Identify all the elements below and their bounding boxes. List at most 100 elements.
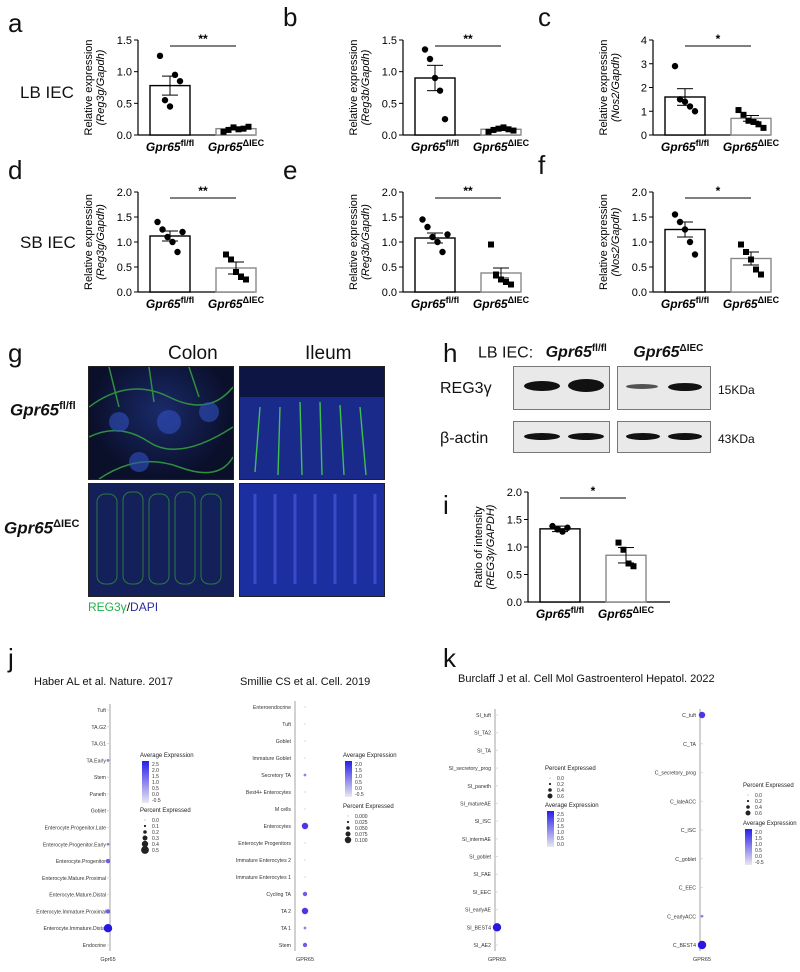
micrograph-colon-ctrl xyxy=(88,366,234,480)
data-point xyxy=(735,107,742,114)
legend-avg-title: Average Expression xyxy=(743,821,797,827)
expression-dot xyxy=(303,926,307,930)
data-point xyxy=(510,127,517,134)
significance-label: * xyxy=(716,32,721,46)
y-tick-label: 3 xyxy=(641,59,647,71)
expression-dot xyxy=(107,877,109,879)
legend-size-dot xyxy=(548,782,552,786)
cell-type-label: SI_ISC xyxy=(475,819,492,825)
y-axis-label-unit: (Nos2/Gapdh) xyxy=(610,53,622,122)
legend-avg-tick: 0.0 xyxy=(557,842,564,848)
legend-size-dot xyxy=(141,846,149,854)
panel-label-b: b xyxy=(283,2,298,32)
y-tick-label: 0.0 xyxy=(382,130,397,142)
data-point xyxy=(743,249,749,255)
expression-dot xyxy=(107,742,109,745)
cell-type-label: TA.G2 xyxy=(91,725,106,731)
legend-avg-title: Average Expression xyxy=(140,753,194,759)
legend-size-dot xyxy=(745,810,751,816)
legend-avg-tick: -0.5 xyxy=(355,792,364,798)
x-label-knockout: Gpr65ΔIEC xyxy=(723,295,780,311)
data-point xyxy=(625,560,632,567)
expression-dot xyxy=(106,842,110,846)
expression-dot xyxy=(103,924,113,933)
data-point xyxy=(426,55,434,63)
expression-dot xyxy=(107,709,109,711)
expression-dot xyxy=(304,757,306,759)
legend-pct-tick: 0.0 xyxy=(557,776,564,782)
legend-size-dot xyxy=(549,777,551,779)
data-point xyxy=(441,115,449,123)
legend-avg-title: Average Expression xyxy=(343,753,397,759)
legend-avg-tick: 1.0 xyxy=(355,774,362,780)
x-label-control: Gpr65fl/fl xyxy=(146,138,194,154)
data-point xyxy=(554,526,561,533)
dotplot-haber: Tuft TA.G2 TA.G1 TA.Early Stem Paneth Goblet En… xyxy=(0,695,230,967)
expression-dot xyxy=(698,711,706,719)
y-tick-label: 2.0 xyxy=(507,487,522,499)
expression-dot xyxy=(496,873,498,875)
legend-avg-tick: 2.5 xyxy=(557,812,564,818)
cell-type-label: C_TA xyxy=(683,742,696,748)
significance-label: ** xyxy=(198,184,208,198)
legend-avg-tick: 1.0 xyxy=(755,842,762,848)
x-label-control: Gpr65fl/fl xyxy=(661,138,709,154)
x-label-control: Gpr65fl/fl xyxy=(536,605,584,621)
data-point xyxy=(161,96,169,104)
data-point xyxy=(243,276,249,283)
expression-dot xyxy=(492,923,502,932)
data-point xyxy=(630,563,637,570)
panel-label-j: j xyxy=(8,643,14,673)
legend-avg-tick: 0.5 xyxy=(557,836,564,842)
legend-size-dot xyxy=(346,820,350,824)
data-point xyxy=(748,256,754,263)
legend-pct-tick: 0.2 xyxy=(152,830,159,836)
cell-type-label: C_BEST4 xyxy=(673,943,696,949)
data-point xyxy=(159,226,166,233)
cell-type-label: Tuft xyxy=(282,722,291,728)
data-point xyxy=(245,123,252,130)
data-point xyxy=(490,126,497,133)
expression-dot xyxy=(301,822,309,830)
expression-dot xyxy=(701,829,703,831)
expression-dot xyxy=(701,743,703,745)
legend-size-dot xyxy=(746,799,750,803)
bar-chart-e: Relative expression (Reg3b/Gapdh) 0.0 0.5 1.… xyxy=(345,180,550,320)
cell-type-label: Stem xyxy=(279,943,291,949)
y-tick-label: 0.5 xyxy=(117,262,132,274)
legend-size-dot xyxy=(141,840,149,848)
cell-type-label: C_ISC xyxy=(681,828,697,834)
bar-chart-c: Relative expression (Nos2/Gapdh) 0 1 2 3 4 * Gpr… xyxy=(595,28,800,163)
g-genotype-ctrl: Gpr65fl/fl xyxy=(10,400,76,420)
cell-type-label: Enterocyte.Progenitor.Late xyxy=(45,826,107,832)
y-tick-label: 1.0 xyxy=(117,237,132,249)
y-tick-label: 0.5 xyxy=(632,262,647,274)
legend-avg-tick: 0.0 xyxy=(755,854,762,860)
data-point xyxy=(503,279,509,285)
blot-title: LB IEC: Gpr65fl/fl Gpr65ΔIEC xyxy=(478,343,704,362)
y-tick-label: 1.0 xyxy=(632,237,647,249)
data-point xyxy=(691,108,699,115)
data-point xyxy=(549,522,556,530)
legend-pct-tick: 0.000 xyxy=(355,814,368,820)
cell-type-label: Enterocyte Progenitors xyxy=(238,841,291,847)
legend-avg-tick: 2.0 xyxy=(152,768,159,774)
blot-reg3g-ko xyxy=(617,366,711,410)
micrograph-ileum-ko xyxy=(239,483,385,597)
cell-type-label: M cells xyxy=(275,807,292,813)
micrograph-legend: REG3γ/DAPI xyxy=(88,600,159,614)
x-label-knockout: Gpr65ΔIEC xyxy=(473,295,530,311)
data-point xyxy=(745,117,752,124)
legend-avg-tick: -0.5 xyxy=(152,798,161,804)
cell-type-label: C_secretory_prog xyxy=(655,771,696,777)
panel-label-a: a xyxy=(8,8,23,38)
x-label-control: Gpr65fl/fl xyxy=(661,295,709,311)
y-axis-label: Relative expression xyxy=(598,40,610,136)
g-genotype-ko: Gpr65ΔIEC xyxy=(4,518,80,538)
legend-avg-tick: 0.5 xyxy=(755,848,762,854)
expression-dot xyxy=(304,706,306,708)
blot-kda-43: 43KDa xyxy=(718,432,755,446)
legend-size-dot xyxy=(746,805,750,809)
cell-type-label: Cycling TA xyxy=(266,892,291,898)
cell-type-label: SI_tuft xyxy=(476,713,492,719)
